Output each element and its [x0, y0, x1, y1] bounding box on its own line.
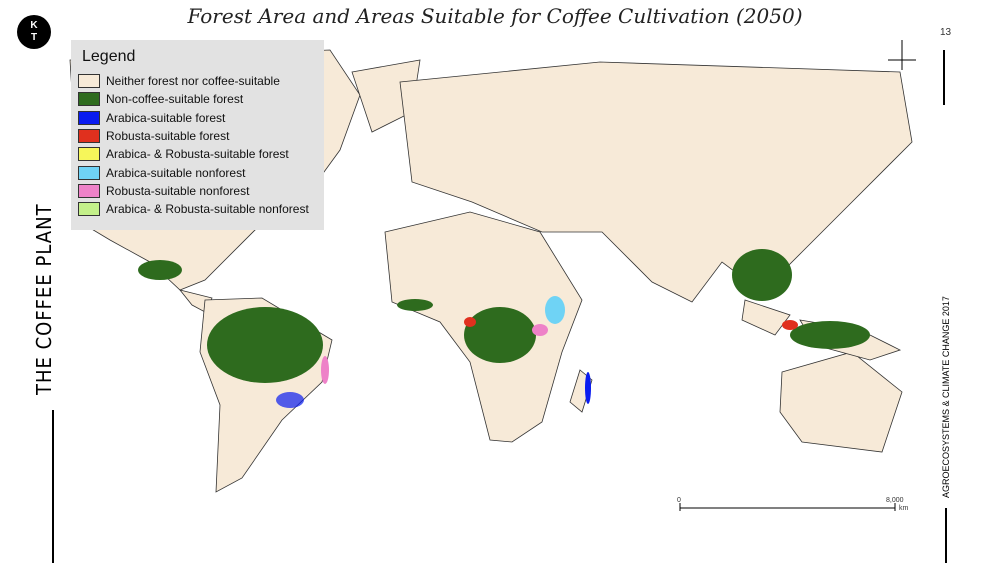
legend-label: Arabica-suitable forest	[106, 110, 226, 125]
legend-swatch	[78, 92, 100, 107]
legend-item: Non-coffee-suitable forest	[71, 90, 324, 108]
legend-item: Robusta-suitable nonforest	[71, 182, 324, 200]
legend-label: Arabica- & Robusta-suitable nonforest	[106, 202, 309, 217]
logo-line: K	[30, 20, 38, 31]
legend-swatch	[78, 165, 100, 180]
side-caption: AGROECOSYSTEMS & CLIMATE CHANGE 2017	[941, 296, 951, 498]
title: Forest Area and Areas Suitable for Coffe…	[187, 4, 803, 28]
legend-item: Arabica- & Robusta-suitable forest	[71, 145, 324, 163]
legend-swatch	[78, 129, 100, 144]
legend-swatch	[78, 183, 100, 198]
side-title: THE COFFEE PLANT	[32, 203, 56, 395]
logo-line: T	[30, 32, 38, 43]
legend-item: Neither forest nor coffee-suitable	[71, 72, 324, 90]
legend: Legend Neither forest nor coffee-suitable…	[71, 40, 324, 230]
legend-label: Non-coffee-suitable forest	[106, 92, 244, 107]
legend-label: Robusta-suitable nonforest	[106, 183, 250, 198]
legend-label: Neither forest nor coffee-suitable	[106, 74, 280, 89]
legend-item: Arabica-suitable nonforest	[71, 163, 324, 181]
legend-swatch	[78, 147, 100, 162]
legend-item: Arabica-suitable forest	[71, 109, 324, 127]
legend-title: Legend	[82, 48, 136, 65]
legend-item: Arabica- & Robusta-suitable nonforest	[71, 200, 324, 218]
legend-swatch	[78, 110, 100, 125]
legend-item: Robusta-suitable forest	[71, 127, 324, 145]
legend-label: Robusta-suitable forest	[106, 129, 230, 144]
scale-end: 8,000	[886, 497, 904, 504]
page-number: 13	[940, 27, 952, 38]
legend-label: Arabica-suitable nonforest	[106, 165, 246, 180]
legend-swatch	[78, 202, 100, 217]
legend-label: Arabica- & Robusta-suitable forest	[106, 147, 289, 162]
legend-swatch	[78, 74, 100, 89]
scale-start: 0	[677, 497, 681, 504]
scale-unit: km	[899, 505, 909, 512]
